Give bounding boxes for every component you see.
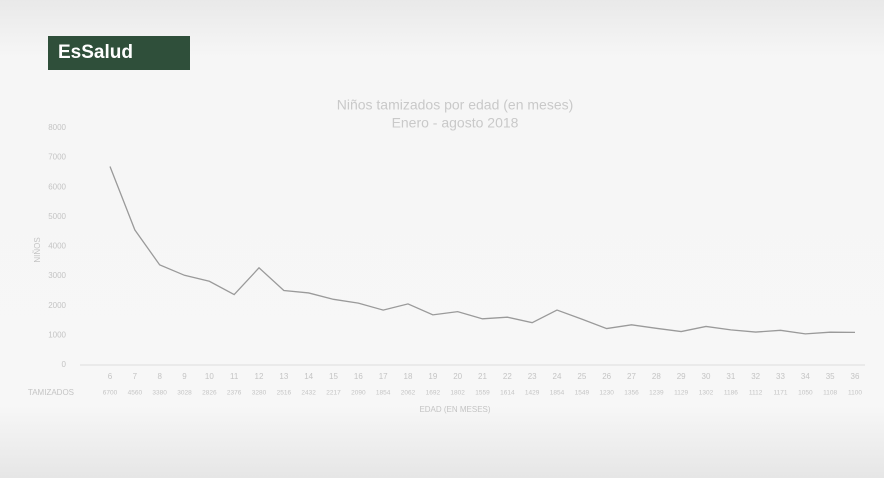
x-tick-label: 11 xyxy=(230,372,239,381)
chart-subtitle: Enero - agosto 2018 xyxy=(392,115,519,131)
x-tick-label: 19 xyxy=(428,372,437,381)
x-tick-label: 9 xyxy=(182,372,187,381)
data-label: 2376 xyxy=(227,390,242,397)
data-label: 3280 xyxy=(252,390,267,397)
data-label: 1854 xyxy=(376,390,391,397)
x-tick-label: 23 xyxy=(528,372,537,381)
data-label: 1050 xyxy=(798,390,813,397)
x-tick-label: 8 xyxy=(157,372,162,381)
data-label: 1302 xyxy=(699,390,714,397)
y-tick-label: 8000 xyxy=(48,123,66,132)
x-tick-label: 25 xyxy=(577,372,586,381)
data-label: 6700 xyxy=(103,390,118,397)
data-label: 2826 xyxy=(202,390,217,397)
x-tick-label: 36 xyxy=(851,372,860,381)
x-tick-label: 18 xyxy=(404,372,413,381)
chart-title: Niños tamizados por edad (en meses) xyxy=(337,97,574,113)
x-tick-label: 29 xyxy=(677,372,686,381)
data-label: 1692 xyxy=(426,390,441,397)
data-label: 2516 xyxy=(277,390,292,397)
data-label: 1356 xyxy=(624,390,639,397)
x-tick-label: 10 xyxy=(205,372,214,381)
data-label: 1549 xyxy=(575,390,590,397)
x-tick-label: 34 xyxy=(801,372,810,381)
data-label: 1614 xyxy=(500,390,515,397)
data-label: 1854 xyxy=(550,390,565,397)
data-label: 1171 xyxy=(774,390,788,397)
series-name: TAMIZADOS xyxy=(28,388,74,397)
x-axis-label: EDAD (EN MESES) xyxy=(419,405,490,414)
x-tick-label: 6 xyxy=(108,372,113,381)
x-tick-label: 30 xyxy=(702,372,711,381)
x-tick-label: 14 xyxy=(304,372,313,381)
y-tick-label: 0 xyxy=(62,360,67,369)
x-tick-label: 15 xyxy=(329,372,338,381)
data-label: 1559 xyxy=(475,390,490,397)
y-tick-label: 5000 xyxy=(48,212,66,221)
x-tick-label: 26 xyxy=(602,372,611,381)
data-label: 1108 xyxy=(823,390,837,397)
x-tick-label: 16 xyxy=(354,372,363,381)
x-tick-label: 12 xyxy=(255,372,264,381)
x-tick-label: 32 xyxy=(751,372,760,381)
data-label: 1239 xyxy=(649,390,664,397)
x-tick-label: 20 xyxy=(453,372,462,381)
data-label: 1112 xyxy=(749,390,763,397)
data-label: 1230 xyxy=(599,390,614,397)
data-label: 3380 xyxy=(152,390,167,397)
y-tick-label: 7000 xyxy=(48,153,66,162)
data-label: 1129 xyxy=(674,390,688,397)
y-tick-label: 3000 xyxy=(48,271,66,280)
data-label: 2090 xyxy=(351,390,366,397)
data-label: 2062 xyxy=(401,390,416,397)
y-tick-label: 4000 xyxy=(48,242,66,251)
x-tick-label: 22 xyxy=(503,372,512,381)
data-label: 4560 xyxy=(128,390,143,397)
x-tick-label: 24 xyxy=(553,372,562,381)
x-tick-label: 31 xyxy=(726,372,735,381)
data-label: 1802 xyxy=(450,390,465,397)
x-tick-label: 17 xyxy=(379,372,388,381)
data-label: 1429 xyxy=(525,390,540,397)
y-axis-label: NIÑOS xyxy=(33,237,42,262)
data-label: 1186 xyxy=(724,390,738,397)
x-tick-label: 35 xyxy=(826,372,835,381)
x-tick-label: 28 xyxy=(652,372,661,381)
y-tick-label: 2000 xyxy=(48,301,66,310)
y-tick-label: 1000 xyxy=(48,330,66,339)
data-label: 1100 xyxy=(848,390,862,397)
line xyxy=(109,166,856,335)
x-tick-label: 13 xyxy=(279,372,288,381)
x-tick-label: 33 xyxy=(776,372,785,381)
x-tick-label: 21 xyxy=(478,372,487,381)
x-tick-label: 7 xyxy=(133,372,138,381)
logo: EsSalud xyxy=(48,36,190,70)
data-label: 3028 xyxy=(177,390,192,397)
data-label: 2432 xyxy=(301,390,316,397)
x-tick-label: 27 xyxy=(627,372,636,381)
y-tick-label: 6000 xyxy=(48,182,66,191)
data-label: 2217 xyxy=(326,390,341,397)
